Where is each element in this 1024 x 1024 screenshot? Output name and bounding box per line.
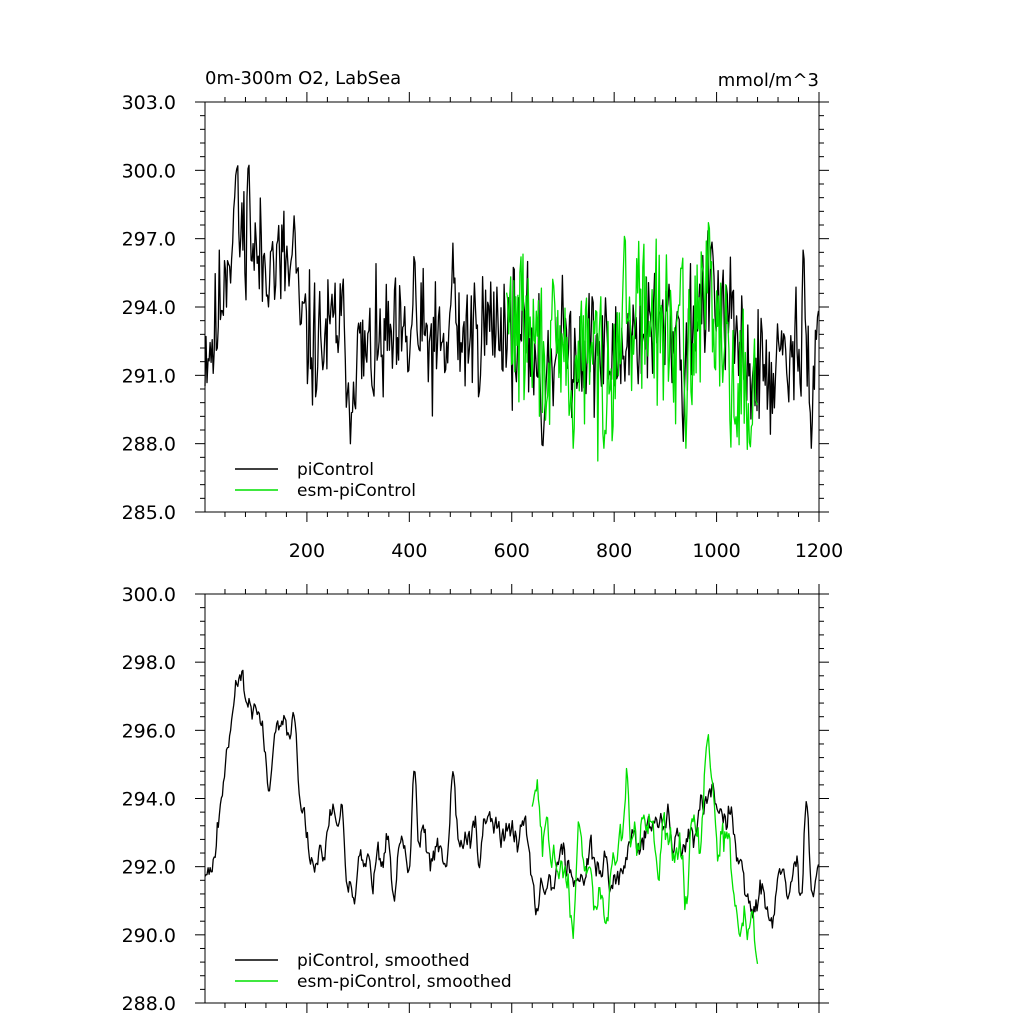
y-tick-label: 296.0 (122, 720, 176, 742)
x-tick-label: 400 (391, 540, 427, 562)
x-tick-label: 600 (494, 540, 530, 562)
bottom-panel: 288.0 290.0 292.0 294.0 296.0 298.0 300.0 piCon… (122, 584, 829, 1015)
y-tick-label: 290.0 (122, 925, 176, 947)
y-tick-label: 285.0 (122, 502, 176, 524)
series-line-esm-picontrol-smoothed (531, 734, 759, 965)
y-tick-label: 292.0 (122, 857, 176, 879)
x-tick-label: 200 (289, 540, 325, 562)
y-tick-label: 288.0 (122, 993, 176, 1015)
y-tick-label: 294.0 (122, 297, 176, 319)
series-line-picontrol-smoothed (204, 669, 820, 929)
legend-label: piControl (297, 460, 374, 480)
y-tick-label: 291.0 (122, 365, 176, 387)
series-line-esm-picontrol (505, 222, 759, 462)
units-label: mmol/m^3 (718, 70, 819, 91)
y-tick-label: 303.0 (122, 92, 176, 114)
panel-title: 0m-300m O2, LabSea (205, 68, 401, 89)
y-tick-label: 298.0 (122, 652, 176, 674)
x-tick-label: 800 (596, 540, 632, 562)
y-tick-label: 300.0 (122, 160, 176, 182)
plot-frame (204, 593, 820, 1004)
y-tick-label: 300.0 (122, 584, 176, 606)
x-tick-label: 1200 (795, 540, 843, 562)
x-tick-label: 1000 (692, 540, 740, 562)
y-tick-label: 297.0 (122, 229, 176, 251)
y-tick-label: 294.0 (122, 789, 176, 811)
legend-label: esm-piControl, smoothed (297, 972, 512, 992)
legend-label: esm-piControl (297, 481, 416, 501)
top-panel: 0m-300m O2, LabSea mmol/m^3 200 400 600 800… (122, 68, 844, 562)
y-tick-label: 288.0 (122, 434, 176, 456)
legend-label: piControl, smoothed (297, 951, 470, 971)
